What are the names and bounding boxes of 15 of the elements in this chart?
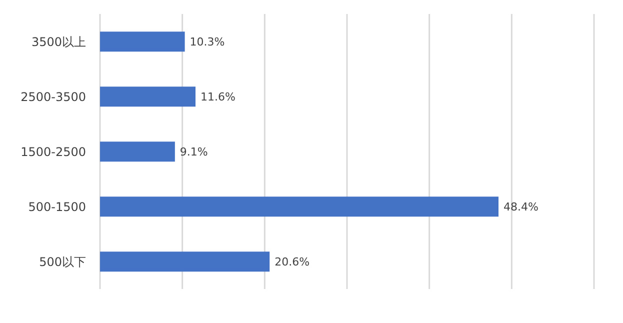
y-tick-label: 1500-2500 [20, 144, 86, 159]
bar [100, 142, 175, 162]
bar [100, 252, 270, 272]
y-tick-label: 500以下 [39, 254, 86, 269]
data-label: 9.1% [180, 146, 208, 159]
data-label: 20.6% [274, 256, 310, 269]
bar [100, 196, 498, 217]
data-label: 10.3% [190, 36, 225, 49]
y-tick-label: 500-1500 [28, 200, 86, 214]
data-label: 48.4% [503, 200, 538, 214]
bar [100, 86, 196, 107]
y-tick-label: 2500-3500 [20, 90, 86, 104]
y-tick-label: 3500以上 [31, 34, 86, 49]
data-label: 11.6% [200, 90, 236, 104]
bar [100, 32, 185, 52]
